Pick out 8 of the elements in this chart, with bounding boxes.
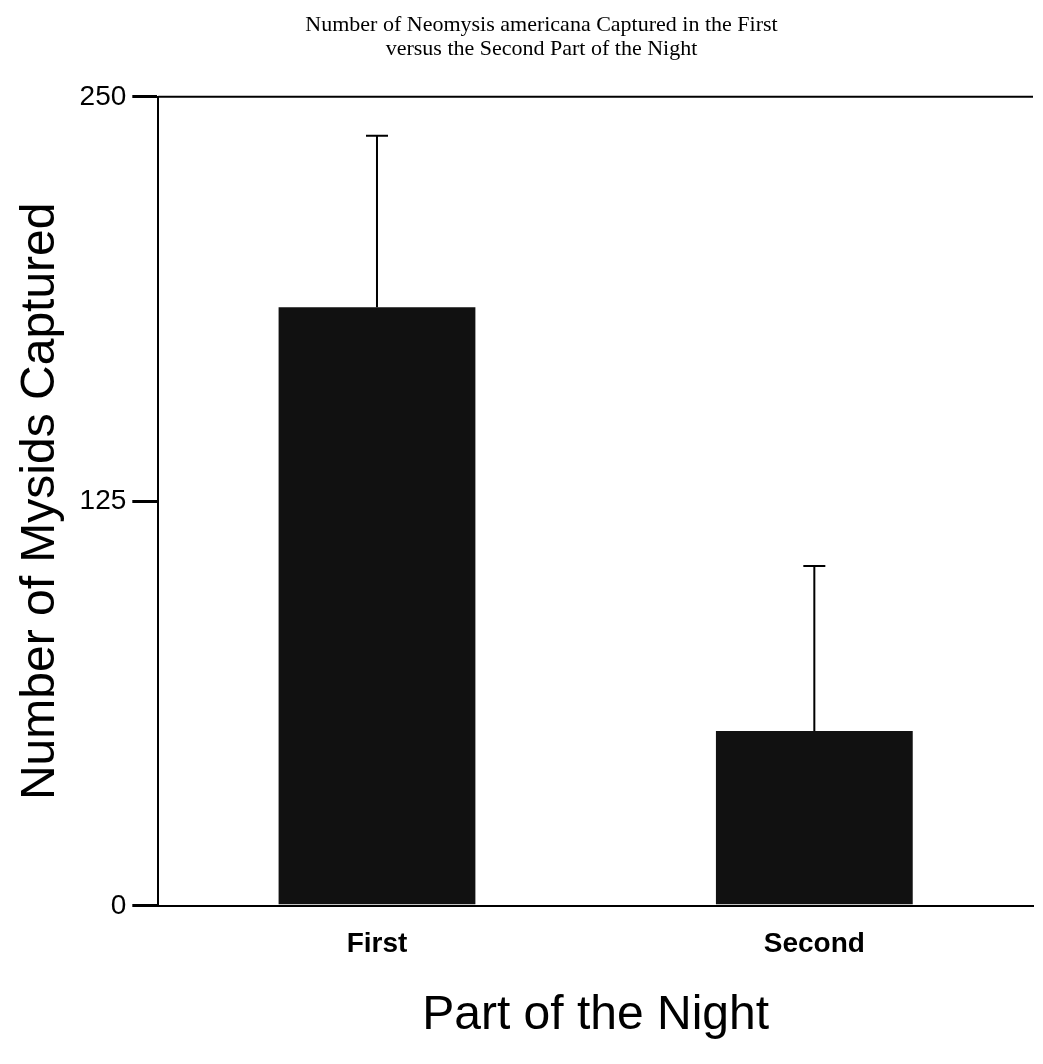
chart-title: Number of Neomysis americana Captured in the First versus the Second Part of the Night: [304, 10, 779, 60]
x-tick-label: First: [346, 927, 408, 959]
y-tick-label: 0: [110, 888, 127, 920]
y-tick-label: 125: [79, 484, 127, 516]
y-axis-title: Number of Mysids Captured: [11, 202, 65, 801]
x-axis-title: Part of the Night: [422, 986, 770, 1040]
y-tick-label: 250: [79, 79, 127, 111]
x-tick-label: Second: [763, 927, 865, 959]
